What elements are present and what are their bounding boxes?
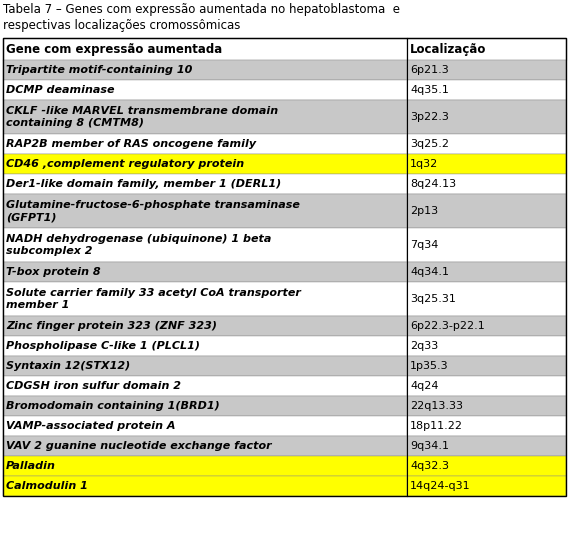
Text: DCMP deaminase: DCMP deaminase (6, 85, 114, 95)
Bar (3, 476, 407, 496)
Bar (407, 376, 566, 396)
Text: 4q35.1: 4q35.1 (410, 85, 449, 95)
Bar (407, 194, 566, 228)
Bar (407, 336, 566, 356)
Text: CD46 ,complement regulatory protein: CD46 ,complement regulatory protein (6, 159, 244, 169)
Text: T-box protein 8: T-box protein 8 (6, 267, 101, 277)
Bar (407, 80, 566, 100)
Bar (407, 174, 566, 194)
Text: Der1-like domain family, member 1 (DERL1): Der1-like domain family, member 1 (DERL1… (6, 179, 281, 189)
Bar (407, 60, 566, 80)
Text: Phospholipase C-like 1 (PLCL1): Phospholipase C-like 1 (PLCL1) (6, 341, 200, 351)
Bar (3, 134, 407, 154)
Bar (3, 316, 407, 336)
Bar (407, 416, 566, 436)
Text: 2p13: 2p13 (410, 206, 438, 216)
Bar (407, 262, 566, 282)
Bar (407, 356, 566, 376)
Text: 3q25.2: 3q25.2 (410, 139, 450, 149)
Bar (3, 456, 407, 476)
Text: 18p11.22: 18p11.22 (410, 421, 463, 431)
Bar (3, 262, 407, 282)
Text: Tripartite motif-containing 10: Tripartite motif-containing 10 (6, 65, 192, 75)
Bar (3, 336, 407, 356)
Bar (3, 154, 407, 174)
Text: 1p35.3: 1p35.3 (410, 361, 449, 371)
Bar (3, 80, 407, 100)
Text: 3p22.3: 3p22.3 (410, 112, 449, 122)
Text: Syntaxin 12(STX12): Syntaxin 12(STX12) (6, 361, 130, 371)
Text: 8q24.13: 8q24.13 (410, 179, 456, 189)
Bar (407, 282, 566, 316)
Text: Bromodomain containing 1(BRD1): Bromodomain containing 1(BRD1) (6, 401, 220, 411)
Text: 1q32: 1q32 (410, 159, 439, 169)
Text: CDGSH iron sulfur domain 2: CDGSH iron sulfur domain 2 (6, 381, 181, 391)
Text: Palladin: Palladin (6, 461, 56, 471)
Bar (3, 376, 407, 396)
Bar (3, 396, 407, 416)
Bar (407, 134, 566, 154)
Text: 4q24: 4q24 (410, 381, 439, 391)
Text: Calmodulin 1: Calmodulin 1 (6, 481, 88, 491)
Text: VAMP-associated protein A: VAMP-associated protein A (6, 421, 175, 431)
Text: 4q32.3: 4q32.3 (410, 461, 450, 471)
Text: RAP2B member of RAS oncogene family: RAP2B member of RAS oncogene family (6, 139, 256, 149)
Text: 22q13.33: 22q13.33 (410, 401, 463, 411)
Text: 4q34.1: 4q34.1 (410, 267, 450, 277)
Bar (3, 194, 407, 228)
Text: Solute carrier family 33 acetyl CoA transporter
member 1: Solute carrier family 33 acetyl CoA tran… (6, 288, 301, 310)
Bar (407, 100, 566, 134)
Text: 3q25.31: 3q25.31 (410, 294, 456, 304)
Bar (3, 38, 407, 60)
Text: 9q34.1: 9q34.1 (410, 441, 450, 451)
Bar (407, 228, 566, 262)
Bar (3, 282, 407, 316)
Bar (3, 356, 407, 376)
Bar (3, 228, 407, 262)
Text: Gene com expressão aumentada: Gene com expressão aumentada (6, 42, 222, 55)
Text: CKLF -like MARVEL transmembrane domain
containing 8 (CMTM8): CKLF -like MARVEL transmembrane domain c… (6, 106, 278, 128)
Bar (3, 60, 407, 80)
Text: Tabela 7 – Genes com expressão aumentada no hepatoblastoma  e: Tabela 7 – Genes com expressão aumentada… (3, 3, 400, 16)
Bar (407, 38, 566, 60)
Text: respectivas localizações cromossômicas: respectivas localizações cromossômicas (3, 19, 240, 32)
Text: Glutamine-fructose-6-phosphate transaminase
(GFPT1): Glutamine-fructose-6-phosphate transamin… (6, 200, 300, 222)
Bar (3, 436, 407, 456)
Text: 7q34: 7q34 (410, 240, 439, 250)
Text: NADH dehydrogenase (ubiquinone) 1 beta
subcomplex 2: NADH dehydrogenase (ubiquinone) 1 beta s… (6, 234, 271, 256)
Text: VAV 2 guanine nucleotide exchange factor: VAV 2 guanine nucleotide exchange factor (6, 441, 271, 451)
Bar (3, 38, 566, 496)
Bar (407, 316, 566, 336)
Text: Zinc finger protein 323 (ZNF 323): Zinc finger protein 323 (ZNF 323) (6, 321, 217, 331)
Text: 6p21.3: 6p21.3 (410, 65, 449, 75)
Bar (407, 436, 566, 456)
Text: 6p22.3-p22.1: 6p22.3-p22.1 (410, 321, 485, 331)
Bar (407, 476, 566, 496)
Bar (3, 416, 407, 436)
Bar (407, 456, 566, 476)
Bar (407, 396, 566, 416)
Text: 2q33: 2q33 (410, 341, 439, 351)
Bar (3, 100, 407, 134)
Text: 14q24-q31: 14q24-q31 (410, 481, 471, 491)
Bar (3, 174, 407, 194)
Bar (407, 154, 566, 174)
Text: Localização: Localização (410, 42, 486, 55)
